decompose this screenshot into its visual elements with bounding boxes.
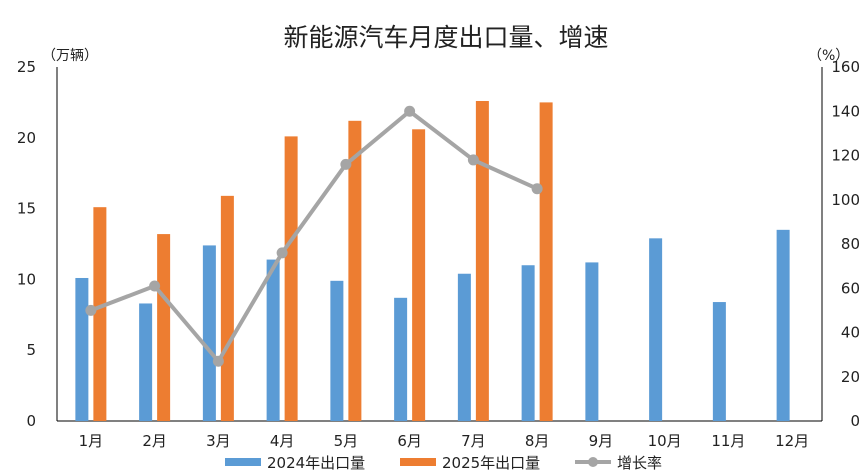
bar-1-4 — [348, 120, 362, 422]
bar-0-0 — [75, 277, 89, 421]
bar-0-8 — [585, 262, 599, 421]
growth-point-2 — [212, 355, 224, 367]
axes — [56, 67, 823, 422]
right-tick-label: 80 — [841, 235, 860, 253]
left-axis-ticks: 0 5 10 15 20 25 — [17, 58, 36, 430]
x-tick-label: 1月 — [79, 432, 104, 450]
x-tick-label: 5月 — [334, 432, 359, 450]
legend-label-1: 2025年出口量 — [442, 454, 540, 472]
right-axis-unit: （%） — [808, 48, 849, 64]
right-tick-label: 0 — [850, 412, 860, 430]
right-tick-label: 140 — [831, 102, 860, 120]
right-tick-label: 60 — [841, 279, 860, 297]
growth-polyline — [90, 109, 538, 364]
left-tick-label: 15 — [17, 200, 36, 218]
x-tick-label: 6月 — [397, 432, 422, 450]
legend-label-0: 2024年出口量 — [267, 454, 365, 472]
growth-point-6 — [467, 154, 479, 166]
growth-point-7 — [531, 183, 543, 195]
bar-0-11 — [776, 229, 790, 421]
x-tick-label: 2月 — [142, 432, 167, 450]
x-tick-label: 4月 — [270, 432, 295, 450]
bar-1-7 — [539, 102, 553, 422]
bar-0-6 — [457, 273, 471, 421]
legend-marker-2 — [588, 457, 598, 467]
bar-0-7 — [521, 265, 535, 421]
bar-0-10 — [712, 302, 726, 421]
growth-point-3 — [276, 247, 288, 259]
bar-0-1 — [139, 303, 153, 421]
bar-0-9 — [649, 238, 663, 421]
x-tick-label: 9月 — [589, 432, 614, 450]
bar-0-3 — [266, 259, 280, 421]
bar-0-4 — [330, 280, 344, 421]
legend-swatch-0 — [225, 458, 261, 466]
bar-1-5 — [412, 129, 426, 421]
x-axis-ticks: 1月 2月 3月 4月 5月 6月 7月 8月 9月 10月 11月 12月 — [79, 432, 810, 450]
growth-point-5 — [404, 105, 416, 117]
x-tick-label: 8月 — [525, 432, 550, 450]
bar-1-3 — [284, 136, 298, 421]
left-axis-unit: （万辆） — [42, 48, 98, 64]
left-tick-label: 20 — [17, 129, 36, 147]
right-tick-label: 100 — [831, 191, 860, 209]
growth-point-4 — [340, 158, 352, 170]
legend: 2024年出口量 2025年出口量 增长率 — [225, 454, 662, 472]
chart-title: 新能源汽车月度出口量、增速 — [283, 23, 608, 52]
bar-1-0 — [93, 207, 107, 421]
right-tick-label: 20 — [841, 368, 860, 386]
right-tick-label: 40 — [841, 324, 860, 342]
x-tick-label: 10月 — [648, 432, 682, 450]
right-tick-label: 160 — [831, 58, 860, 76]
x-tick-label: 12月 — [775, 432, 809, 450]
growth-line — [85, 105, 543, 367]
x-tick-label: 11月 — [711, 432, 745, 450]
x-tick-label: 7月 — [461, 432, 486, 450]
legend-label-2: 增长率 — [617, 454, 662, 472]
bars — [75, 100, 790, 422]
right-axis-ticks: 0 20 40 60 80 100 120 140 160 — [831, 58, 860, 430]
growth-point-1 — [149, 280, 161, 292]
growth-point-0 — [85, 304, 97, 316]
bar-1-1 — [157, 234, 171, 421]
left-tick-label: 0 — [26, 412, 36, 430]
x-tick-label: 3月 — [206, 432, 231, 450]
left-tick-label: 25 — [17, 58, 36, 76]
left-tick-label: 5 — [26, 341, 36, 359]
left-tick-label: 10 — [17, 270, 36, 288]
bar-1-2 — [220, 195, 234, 421]
bar-0-2 — [202, 245, 216, 421]
bar-0-5 — [394, 297, 408, 421]
bar-1-6 — [475, 100, 489, 421]
legend-swatch-1 — [400, 458, 436, 466]
right-tick-label: 120 — [831, 147, 860, 165]
